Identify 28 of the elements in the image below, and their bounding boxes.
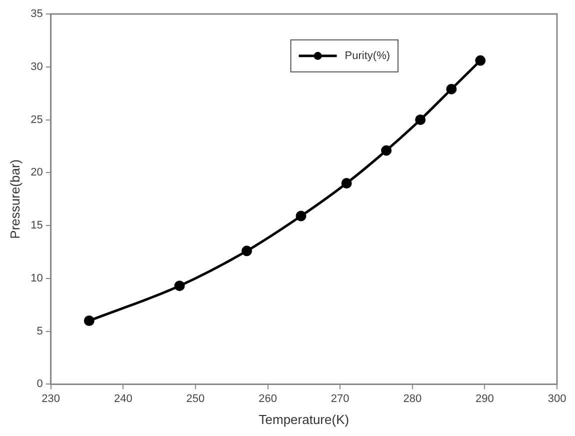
x-tick-label: 300 (548, 392, 566, 405)
y-axis-title: Pressure(bar) (7, 159, 22, 239)
x-axis-title: Temperature(K) (258, 412, 350, 427)
x-tick-label: 280 (403, 392, 422, 405)
y-tick-label: 35 (30, 8, 43, 20)
y-tick-label: 10 (30, 272, 43, 284)
x-tick-label: 270 (330, 392, 350, 405)
x-tick-label: 240 (114, 392, 132, 405)
point (341, 178, 352, 188)
y-tick-label: 15 (30, 220, 43, 232)
y-tick-label: 30 (30, 60, 43, 73)
x-tick-label: 290 (476, 392, 494, 405)
point (446, 84, 457, 94)
y-tick-label: 5 (36, 325, 43, 338)
y-tick-label: 0 (36, 378, 43, 390)
point (381, 145, 392, 156)
x-tick-label: 250 (186, 392, 205, 405)
point (174, 280, 185, 292)
legend-label: Purity(%) (344, 50, 390, 62)
x-tick-label: 230 (42, 392, 60, 405)
x-tick-label: 260 (258, 392, 277, 405)
point (475, 55, 486, 66)
y-tick-label: 25 (30, 114, 43, 126)
point (415, 114, 426, 126)
y-tick-label: 20 (30, 166, 43, 179)
point (296, 210, 306, 222)
point (242, 246, 252, 256)
point (84, 315, 94, 326)
